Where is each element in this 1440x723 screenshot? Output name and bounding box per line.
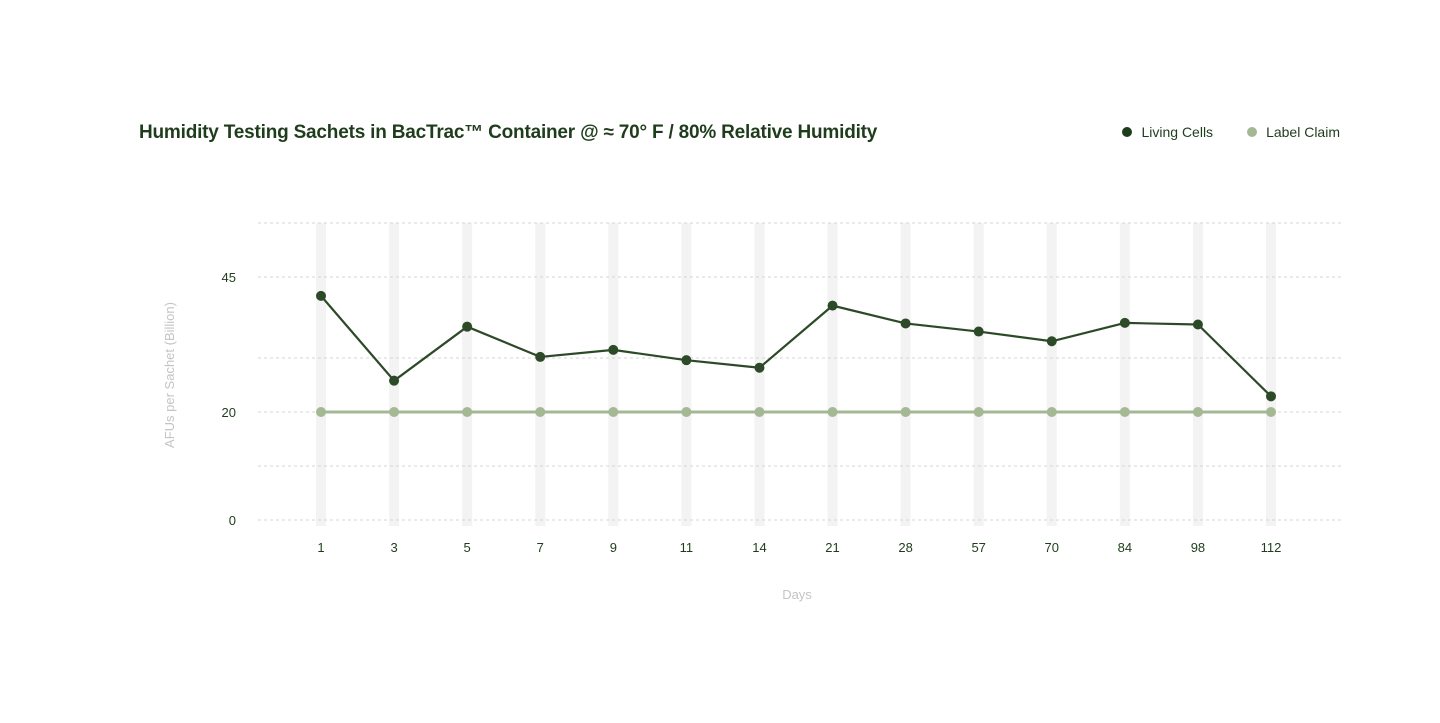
data-point-label-claim bbox=[535, 407, 546, 417]
x-tick-label: 84 bbox=[1118, 540, 1132, 555]
data-point-living-cells bbox=[316, 290, 326, 301]
series-line-living-cells bbox=[320, 295, 1272, 398]
data-point-living-cells bbox=[1119, 317, 1130, 328]
data-point-living-cells bbox=[1266, 391, 1276, 402]
y-axis-title: AFUs per Sachet (Billion) bbox=[162, 302, 177, 448]
data-point-label-claim bbox=[316, 407, 326, 417]
legend-item-living-cells: Living Cells bbox=[1122, 124, 1213, 140]
category-band bbox=[681, 223, 692, 526]
x-tick-label: 57 bbox=[971, 540, 985, 555]
data-point-label-claim bbox=[681, 407, 692, 417]
data-point-living-cells bbox=[1192, 319, 1203, 330]
category-band bbox=[1192, 223, 1203, 526]
x-tick-label: 98 bbox=[1191, 540, 1205, 555]
category-band bbox=[973, 223, 984, 526]
data-point-living-cells bbox=[681, 355, 692, 366]
category-band bbox=[1119, 223, 1130, 526]
data-point-label-claim bbox=[1266, 407, 1276, 417]
data-point-label-claim bbox=[973, 407, 984, 417]
category-band bbox=[1266, 223, 1276, 526]
category-band bbox=[1046, 223, 1057, 526]
x-tick-label: 14 bbox=[752, 540, 766, 555]
x-tick-label: 9 bbox=[610, 540, 617, 555]
x-tick-label: 5 bbox=[464, 540, 471, 555]
data-point-living-cells bbox=[827, 300, 838, 311]
chart-legend: Living Cells Label Claim bbox=[1122, 124, 1340, 140]
category-band bbox=[316, 223, 326, 526]
x-tick-label: 70 bbox=[1045, 540, 1059, 555]
data-point-label-claim bbox=[462, 407, 473, 417]
category-band bbox=[462, 223, 473, 526]
x-tick-label: 3 bbox=[390, 540, 397, 555]
category-band bbox=[535, 223, 546, 526]
category-band bbox=[608, 223, 619, 526]
category-band bbox=[754, 223, 765, 526]
legend-label-label-claim: Label Claim bbox=[1266, 124, 1340, 140]
y-tick-label: 0 bbox=[229, 513, 236, 528]
data-point-label-claim bbox=[1046, 407, 1057, 417]
x-tick-label: 112 bbox=[1261, 540, 1282, 555]
data-point-living-cells bbox=[754, 362, 765, 373]
x-tick-label: 28 bbox=[898, 540, 912, 555]
data-point-label-claim bbox=[389, 407, 400, 417]
y-tick-label: 20 bbox=[222, 405, 236, 420]
data-point-label-claim bbox=[900, 407, 911, 417]
category-band bbox=[900, 223, 911, 526]
x-tick-label: 1 bbox=[317, 540, 324, 555]
chart-title: Humidity Testing Sachets in BacTrac™ Con… bbox=[139, 122, 878, 143]
data-point-living-cells bbox=[462, 321, 473, 332]
x-tick-label: 21 bbox=[825, 540, 839, 555]
y-tick-label: 45 bbox=[222, 270, 236, 285]
data-point-living-cells bbox=[973, 326, 984, 337]
data-point-living-cells bbox=[900, 318, 911, 329]
data-point-living-cells bbox=[389, 375, 400, 386]
data-point-label-claim bbox=[1119, 407, 1130, 417]
category-band bbox=[389, 223, 400, 526]
data-point-living-cells bbox=[608, 344, 619, 355]
legend-marker-living-cells bbox=[1122, 127, 1133, 137]
legend-label-living-cells: Living Cells bbox=[1141, 124, 1214, 140]
legend-marker-label-claim bbox=[1247, 127, 1258, 137]
x-axis-title: Days bbox=[782, 587, 812, 602]
legend-item-label-claim: Label Claim bbox=[1247, 124, 1340, 140]
data-point-label-claim bbox=[754, 407, 765, 417]
data-point-living-cells bbox=[1046, 336, 1057, 347]
category-band bbox=[827, 223, 838, 526]
data-point-living-cells bbox=[535, 351, 546, 362]
data-point-label-claim bbox=[1192, 407, 1203, 417]
x-tick-label: 7 bbox=[537, 540, 544, 555]
data-point-label-claim bbox=[608, 407, 619, 417]
x-tick-label: 11 bbox=[680, 540, 694, 555]
data-point-label-claim bbox=[827, 407, 838, 417]
